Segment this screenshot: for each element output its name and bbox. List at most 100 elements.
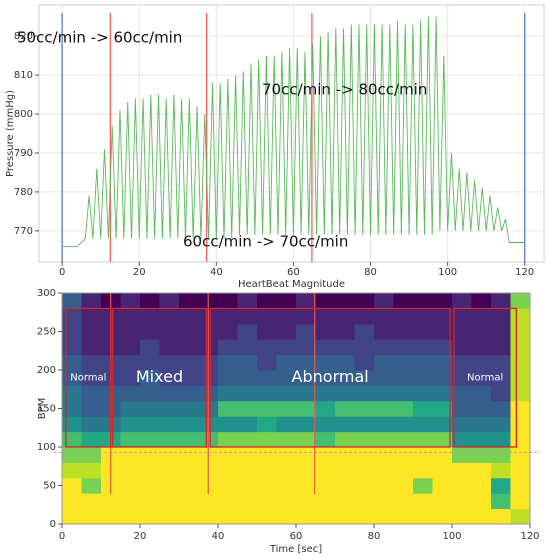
heat-cell	[296, 370, 316, 386]
x-tick-label: 20	[134, 531, 147, 542]
heat-cell	[62, 308, 82, 325]
y-tick-label: 810	[14, 70, 33, 81]
heat-cell	[413, 385, 433, 402]
heat-cell	[62, 400, 82, 417]
heat-cell	[218, 323, 238, 340]
heat-cell	[315, 416, 336, 433]
heat-cell	[452, 339, 472, 356]
heat-cell	[62, 416, 82, 433]
heat-cell	[413, 293, 433, 309]
heat-cell	[335, 462, 355, 479]
heat-cell	[510, 431, 531, 448]
heat-cell	[218, 508, 238, 525]
heat-cell	[510, 354, 531, 371]
heat-cell	[471, 477, 492, 494]
heat-cell	[471, 431, 492, 448]
heat-cell	[413, 431, 433, 448]
heat-cell	[179, 462, 199, 479]
heat-cell	[452, 323, 472, 340]
heat-cell	[393, 447, 414, 463]
heat-cell	[62, 431, 82, 448]
heat-cell	[335, 508, 355, 525]
pressure-line	[62, 16, 525, 247]
heat-cell	[218, 493, 238, 510]
heat-cell	[296, 493, 316, 510]
heat-cell	[81, 370, 102, 386]
heat-cell	[159, 323, 180, 340]
heat-cell	[510, 508, 531, 525]
region-label: Abnormal	[292, 367, 369, 386]
heat-cell	[393, 400, 414, 417]
y-tick-label: 820	[14, 31, 33, 42]
x-tick-label: 120	[515, 267, 534, 278]
heat-cell	[237, 339, 258, 356]
heat-cell	[257, 462, 277, 479]
heat-cell	[159, 508, 180, 525]
heat-cell	[62, 447, 82, 463]
heat-cell	[140, 308, 160, 325]
heat-cell	[140, 370, 160, 386]
heat-cell	[296, 462, 316, 479]
heat-cell	[140, 477, 160, 494]
heat-cell	[452, 447, 472, 463]
heat-cell	[432, 323, 453, 340]
heat-cell	[81, 385, 102, 402]
heat-cell	[335, 431, 355, 448]
heat-cell	[374, 339, 394, 356]
heat-cell	[432, 339, 453, 356]
heat-cell	[218, 339, 238, 356]
heat-cell	[471, 508, 492, 525]
heat-cell	[452, 493, 472, 510]
region-label: Normal	[70, 373, 106, 384]
heat-cell	[257, 508, 277, 525]
x-axis-label: HeartBeat Magnitude	[238, 279, 345, 290]
heat-cell	[491, 293, 511, 309]
x-tick-label: 100	[442, 531, 461, 542]
heat-cell	[159, 370, 180, 386]
heat-cell	[335, 447, 355, 463]
heat-cell	[315, 431, 336, 448]
heat-cell	[62, 477, 82, 494]
heat-cell	[393, 308, 414, 325]
heat-cell	[140, 462, 160, 479]
heat-cell	[257, 293, 277, 309]
heat-cell	[471, 416, 492, 433]
heat-cell	[257, 493, 277, 510]
heat-cell	[120, 462, 141, 479]
heat-cell	[257, 477, 277, 494]
heat-cell	[198, 508, 219, 525]
heat-cell	[159, 416, 180, 433]
heat-cell	[432, 508, 453, 525]
x-tick-label: 0	[59, 267, 65, 278]
y-tick-label: 800	[14, 109, 33, 120]
heat-cell	[218, 477, 238, 494]
heat-cell	[81, 447, 102, 463]
heat-cell	[296, 308, 316, 325]
heat-cell	[335, 354, 355, 371]
heat-cell	[393, 323, 414, 340]
heat-cell	[237, 508, 258, 525]
heat-cell	[510, 416, 531, 433]
heat-cell	[510, 447, 531, 463]
heat-cell	[276, 293, 297, 309]
x-tick-label: 40	[210, 267, 223, 278]
heat-cell	[179, 339, 199, 356]
heat-cell	[354, 400, 375, 417]
heat-cell	[62, 354, 82, 371]
heat-cell	[296, 354, 316, 371]
heat-cell	[510, 308, 531, 325]
heat-cell	[62, 323, 82, 340]
heat-cell	[218, 354, 238, 371]
heat-cell	[374, 354, 394, 371]
heat-cell	[335, 370, 355, 386]
heat-cell	[374, 308, 394, 325]
heat-cell	[296, 416, 316, 433]
heat-cell	[374, 447, 394, 463]
heat-cell	[276, 323, 297, 340]
heat-cell	[452, 385, 472, 402]
heat-cell	[81, 508, 102, 525]
heat-cell	[159, 385, 180, 402]
heat-cell	[276, 308, 297, 325]
x-tick-label: 80	[368, 531, 381, 542]
